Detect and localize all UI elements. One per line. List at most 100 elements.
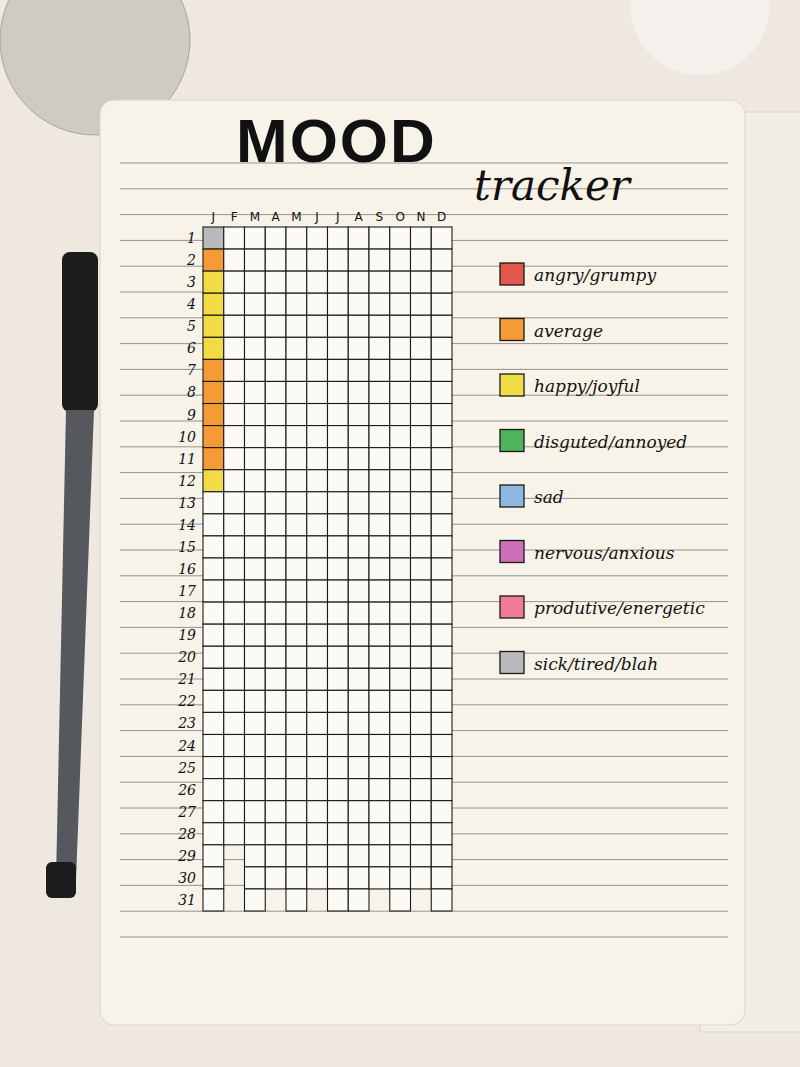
mood-cell: [307, 779, 328, 801]
mood-cell: [286, 470, 307, 492]
mood-cell: [307, 668, 328, 690]
mood-cell: [286, 779, 307, 801]
mood-cell: [224, 779, 245, 801]
mood-cell: [265, 492, 286, 514]
mood-cell: [203, 536, 224, 558]
ruled-lines: [120, 163, 728, 937]
mood-cell: [224, 757, 245, 779]
day-label: 26: [177, 782, 196, 798]
subtitle: tracker: [474, 161, 633, 210]
mood-cell: [390, 889, 411, 911]
mood-cell: [431, 381, 452, 403]
mood-cell: [328, 690, 349, 712]
mood-cell: [265, 690, 286, 712]
legend-swatch: [500, 430, 524, 452]
mood-cell: [265, 602, 286, 624]
mood-cell: [348, 536, 369, 558]
mood-cell: [245, 867, 266, 889]
left-page: [100, 100, 745, 1025]
mood-cell: [390, 227, 411, 249]
mood-cell: [307, 337, 328, 359]
mood-cell: [411, 558, 432, 580]
mood-cell: [411, 249, 432, 271]
mood-cell: [411, 293, 432, 315]
mood-cell: [224, 315, 245, 337]
mood-cell: [265, 448, 286, 470]
mood-cell: [286, 426, 307, 448]
mood-cell: [390, 646, 411, 668]
mood-cell: [369, 227, 390, 249]
mood-cell: [390, 823, 411, 845]
mood-cell: [245, 293, 266, 315]
mood-cell: [265, 337, 286, 359]
mood-cell: [307, 845, 328, 867]
mood-cell: [348, 668, 369, 690]
mood-cell: [411, 315, 432, 337]
mood-cell: [307, 227, 328, 249]
mood-cell: [431, 624, 452, 646]
mood-cell: [203, 381, 224, 403]
mood-cell: [328, 801, 349, 823]
mood-cell: [245, 492, 266, 514]
mood-cell: [203, 404, 224, 426]
mood-cell: [245, 757, 266, 779]
mood-cell: [307, 867, 328, 889]
mood-cell: [411, 404, 432, 426]
mood-cell: [369, 602, 390, 624]
mood-cell: [369, 271, 390, 293]
mood-cell: [307, 381, 328, 403]
mood-cell: [203, 448, 224, 470]
day-label: 11: [178, 451, 196, 467]
mood-cell: [369, 624, 390, 646]
mood-cell: [224, 404, 245, 426]
mood-cell: [328, 381, 349, 403]
day-label: 9: [187, 407, 196, 423]
mood-cell: [348, 646, 369, 668]
mood-cell: [203, 470, 224, 492]
mood-cell: [245, 624, 266, 646]
mood-cell: [431, 801, 452, 823]
mood-cell: [348, 404, 369, 426]
day-label: 6: [187, 340, 196, 356]
pen-body: [56, 410, 94, 880]
mood-cell: [203, 492, 224, 514]
mood-cell: [224, 470, 245, 492]
month-label: F: [231, 210, 238, 224]
mood-cell: [328, 580, 349, 602]
mood-cell: [307, 690, 328, 712]
mood-cell: [286, 867, 307, 889]
month-labels: JFMAMJJASOND: [211, 210, 447, 224]
mood-cell: [245, 712, 266, 734]
mood-cell: [431, 580, 452, 602]
mood-cell: [369, 293, 390, 315]
mood-cell: [286, 668, 307, 690]
mood-cell: [245, 381, 266, 403]
legend-label: produtive/energetic: [534, 598, 705, 618]
mood-cell: [307, 470, 328, 492]
mood-cell: [369, 734, 390, 756]
mood-cell: [431, 271, 452, 293]
legend-label: disguted/annoyed: [534, 432, 687, 452]
mood-cell: [203, 315, 224, 337]
mood-cell: [307, 514, 328, 536]
mood-cell: [245, 359, 266, 381]
mood-cell: [203, 426, 224, 448]
mood-cell: [224, 712, 245, 734]
mood-cell: [224, 690, 245, 712]
mood-cell: [307, 712, 328, 734]
mood-cell: [307, 359, 328, 381]
mood-cell: [286, 249, 307, 271]
mood-cell: [411, 690, 432, 712]
mood-cell: [348, 734, 369, 756]
mood-cell: [431, 536, 452, 558]
mood-cell: [411, 514, 432, 536]
mood-cell: [390, 624, 411, 646]
mood-cell: [411, 867, 432, 889]
mood-cell: [245, 690, 266, 712]
mood-cell: [245, 426, 266, 448]
mood-cell: [328, 448, 349, 470]
legend-label: nervous/anxious: [534, 543, 675, 563]
mood-cell: [431, 470, 452, 492]
mood-cell: [431, 867, 452, 889]
legend-swatch: [500, 485, 524, 507]
